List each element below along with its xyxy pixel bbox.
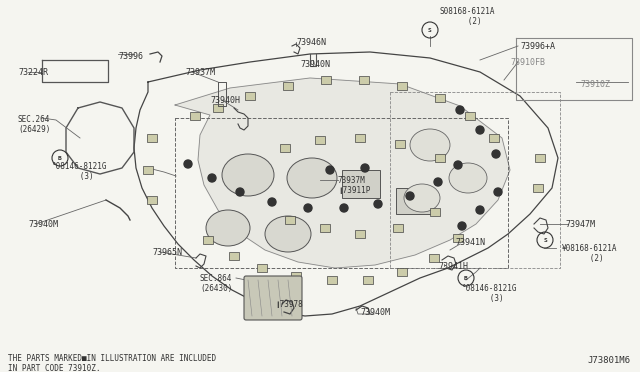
Ellipse shape [206, 210, 250, 246]
Bar [147, 196, 157, 204]
Bar [465, 112, 475, 120]
Bar [533, 184, 543, 192]
Bar [285, 216, 295, 224]
Ellipse shape [404, 184, 440, 212]
Text: SEC.864
(26430): SEC.864 (26430) [200, 274, 232, 294]
Bar [355, 230, 365, 238]
Text: 73940M: 73940M [360, 308, 390, 317]
Circle shape [454, 161, 462, 169]
Text: 73910FB: 73910FB [510, 58, 545, 67]
Bar [393, 224, 403, 232]
Text: 73940M: 73940M [28, 220, 58, 229]
Text: 73940H: 73940H [210, 96, 240, 105]
Bar [280, 144, 290, 152]
Text: SEC.264
(26429): SEC.264 (26429) [18, 115, 51, 134]
Bar [397, 82, 407, 90]
Bar [203, 236, 213, 244]
Text: S: S [543, 237, 547, 243]
Circle shape [268, 198, 276, 206]
Bar [397, 268, 407, 276]
Bar [147, 134, 157, 142]
Bar [489, 134, 499, 142]
Circle shape [492, 150, 500, 158]
Text: 73910Z: 73910Z [580, 80, 610, 89]
Text: 73996: 73996 [118, 52, 143, 61]
Text: °08146-8121G
      (3): °08146-8121G (3) [462, 284, 518, 304]
Bar [257, 264, 267, 272]
Bar [315, 136, 325, 144]
Bar [229, 252, 239, 260]
Ellipse shape [222, 154, 274, 196]
Text: 73224R: 73224R [18, 68, 48, 77]
Bar [435, 94, 445, 102]
Circle shape [326, 166, 334, 174]
FancyBboxPatch shape [244, 276, 302, 320]
Text: °08146-8121G
      (3): °08146-8121G (3) [52, 162, 108, 182]
Circle shape [208, 174, 216, 182]
Bar [395, 140, 405, 148]
Bar [190, 112, 200, 120]
Text: S: S [428, 28, 432, 32]
Circle shape [456, 106, 464, 114]
Bar [359, 76, 369, 84]
Text: 73941N: 73941N [455, 238, 485, 247]
Circle shape [184, 160, 192, 168]
Circle shape [434, 178, 442, 186]
Text: 73947M: 73947M [565, 220, 595, 229]
Ellipse shape [449, 163, 487, 193]
Bar [143, 166, 153, 174]
Bar [213, 104, 223, 112]
Ellipse shape [410, 129, 450, 161]
Text: 73937M: 73937M [185, 68, 215, 77]
Circle shape [458, 222, 466, 230]
Polygon shape [175, 78, 510, 268]
Circle shape [476, 206, 484, 214]
Bar [435, 154, 445, 162]
Bar [396, 188, 432, 214]
Bar [283, 82, 293, 90]
Ellipse shape [287, 158, 337, 198]
Circle shape [361, 164, 369, 172]
Bar [327, 276, 337, 284]
Bar [429, 254, 439, 262]
Text: 73965N: 73965N [152, 248, 182, 257]
Text: J73801M6: J73801M6 [587, 356, 630, 365]
Text: B: B [58, 155, 62, 160]
Text: S08168-6121A
      (2): S08168-6121A (2) [440, 7, 495, 26]
Text: 73937M
❙73911P: 73937M ❙73911P [338, 176, 371, 195]
Text: B: B [464, 276, 468, 280]
Bar [291, 272, 301, 280]
Bar [535, 154, 545, 162]
Text: 73941H: 73941H [438, 262, 468, 271]
Bar [453, 234, 463, 242]
Circle shape [406, 192, 414, 200]
Bar [245, 92, 255, 100]
Text: ¥08168-6121A
      (2): ¥08168-6121A (2) [562, 244, 618, 263]
Text: ❙73978: ❙73978 [275, 300, 303, 309]
Circle shape [236, 188, 244, 196]
Bar [321, 76, 331, 84]
Circle shape [476, 126, 484, 134]
Ellipse shape [265, 216, 311, 252]
Bar [363, 276, 373, 284]
Text: THE PARTS MARKED■IN ILLUSTRATION ARE INCLUDED
IN PART CODE 73910Z.: THE PARTS MARKED■IN ILLUSTRATION ARE INC… [8, 354, 216, 372]
Text: 73940N: 73940N [300, 60, 330, 69]
Bar [430, 208, 440, 216]
Circle shape [340, 204, 348, 212]
Text: 73996+A: 73996+A [520, 42, 555, 51]
Bar [342, 170, 380, 198]
Circle shape [494, 188, 502, 196]
Circle shape [304, 204, 312, 212]
Bar [320, 224, 330, 232]
Text: 73946N: 73946N [296, 38, 326, 47]
Bar [355, 134, 365, 142]
Circle shape [374, 200, 382, 208]
